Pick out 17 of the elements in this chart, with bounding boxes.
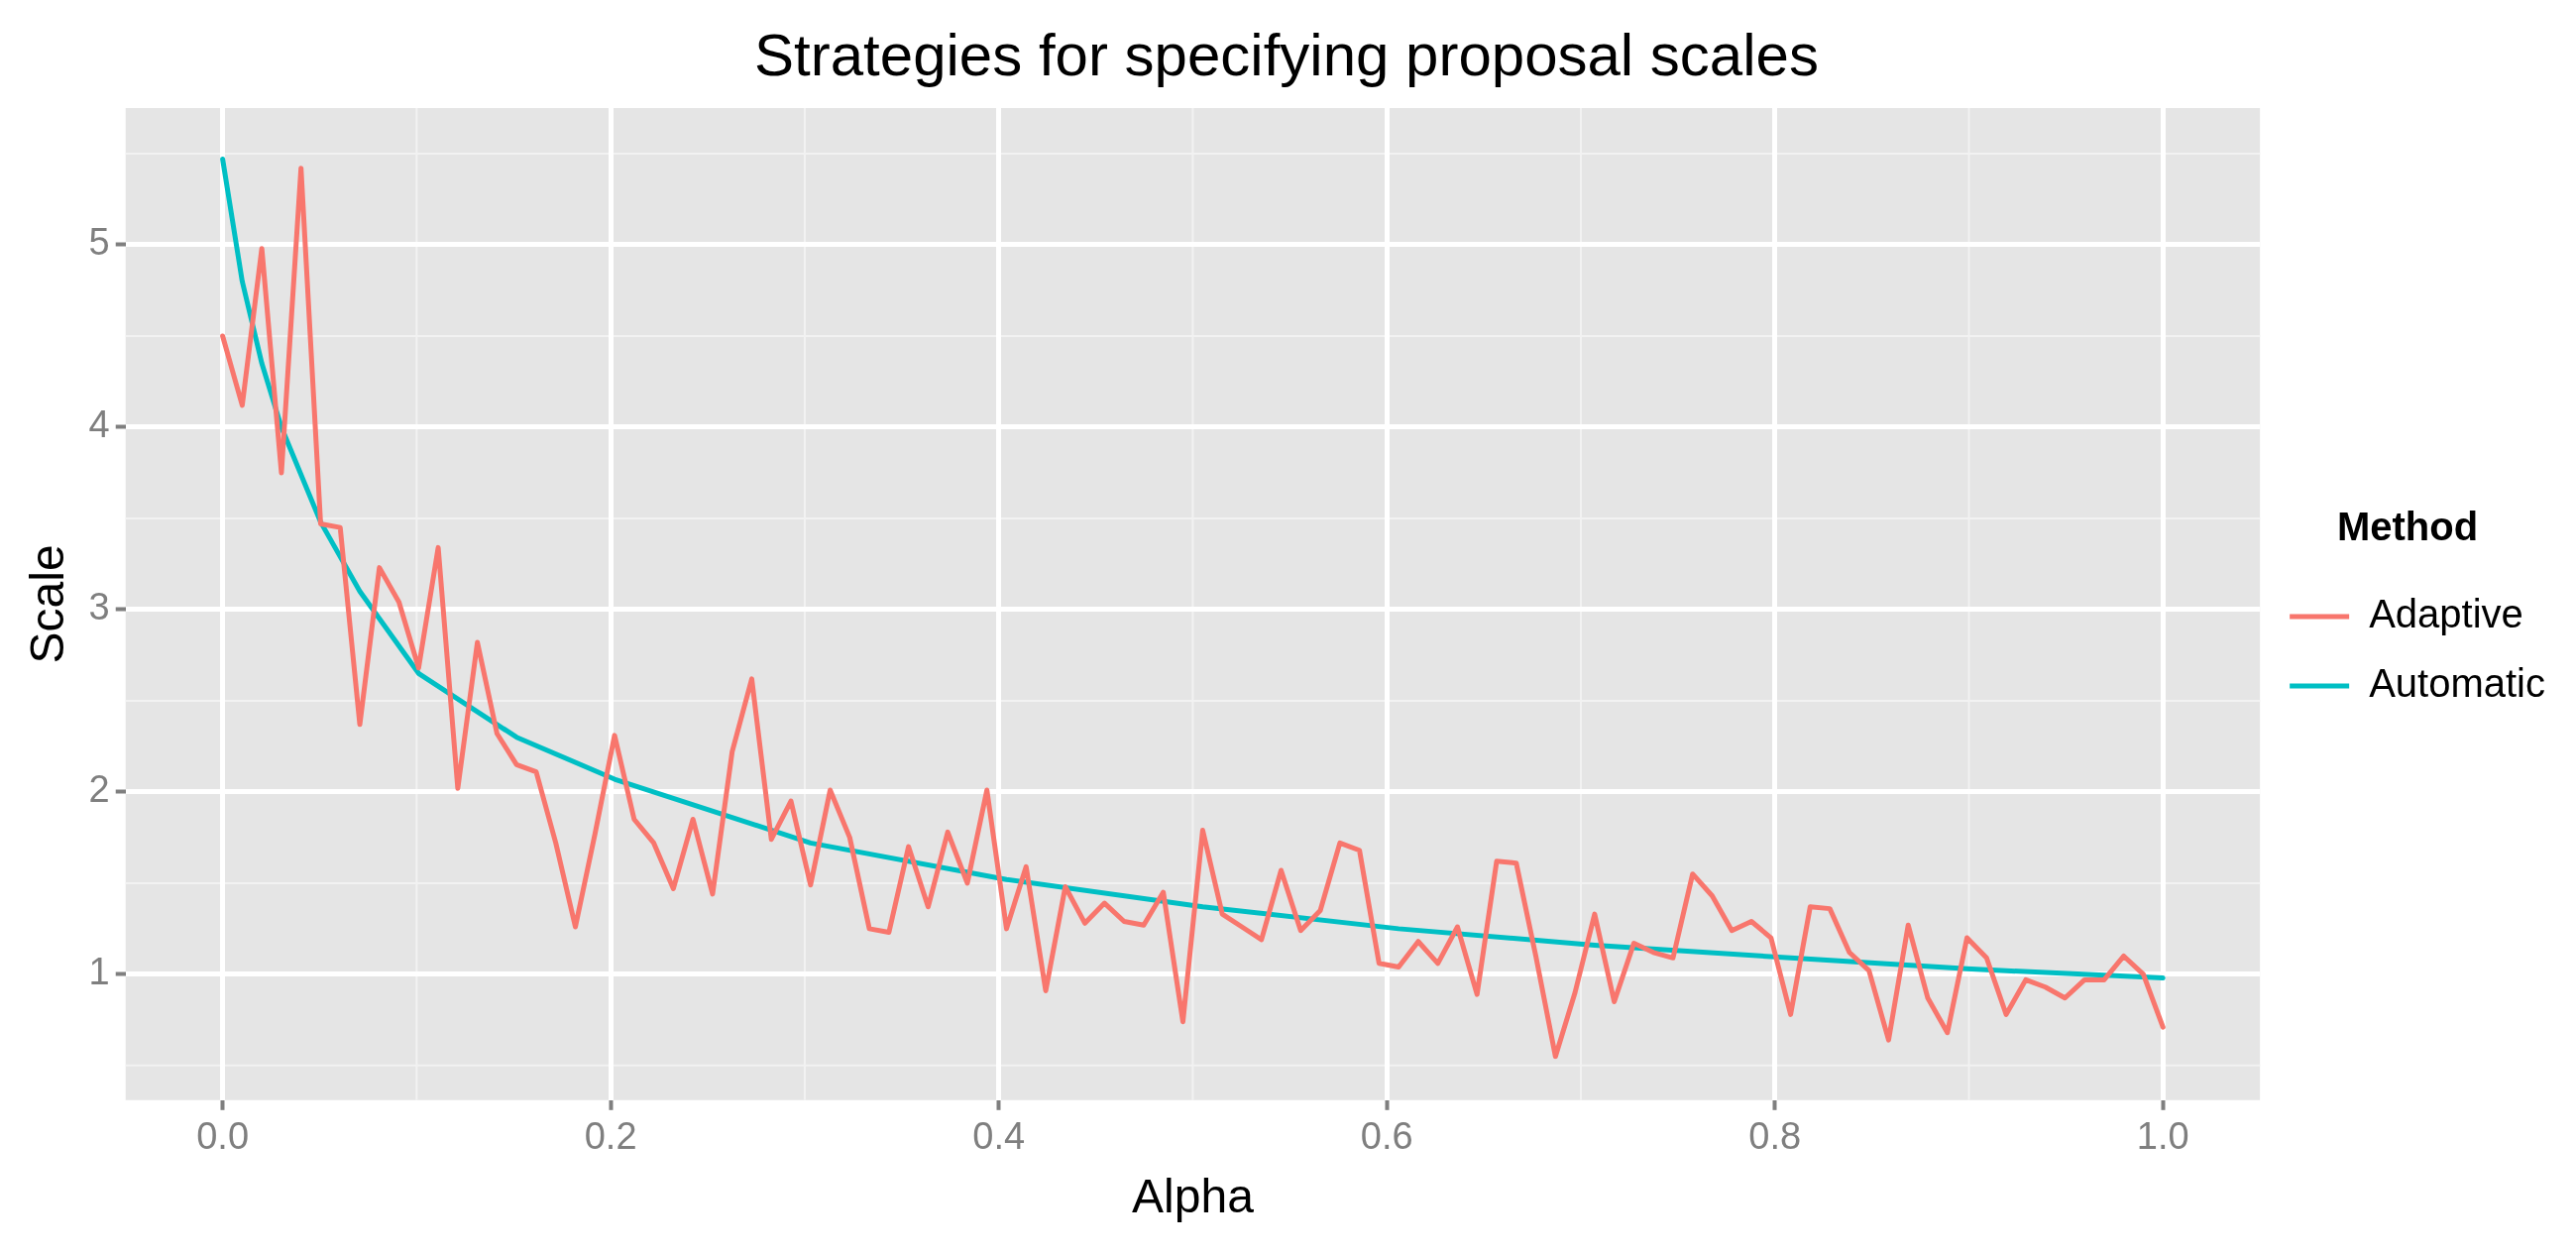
x-tick-label: 0.6 [1360, 1115, 1413, 1158]
y-axis-title: Scale [21, 544, 74, 664]
x-tick-label: 1.0 [2136, 1115, 2189, 1158]
y-tick-label: 3 [88, 586, 110, 628]
y-tick-label: 1 [88, 951, 110, 993]
x-tick-label: 0.4 [972, 1115, 1026, 1158]
chart-title: Strategies for specifying proposal scales [754, 21, 1819, 88]
x-tick-label: 0.2 [584, 1115, 637, 1158]
x-tick-label: 0.0 [196, 1115, 250, 1158]
x-tick-label: 0.8 [1748, 1115, 1802, 1158]
legend-label: Adaptive [2369, 592, 2523, 636]
legend-title: Method [2336, 505, 2479, 549]
legend-label: Automatic [2369, 661, 2546, 706]
y-tick-label: 2 [88, 768, 110, 811]
y-tick-label: 5 [88, 221, 110, 264]
x-axis-title: Alpha [1132, 1170, 1255, 1223]
y-tick-label: 4 [88, 403, 110, 446]
